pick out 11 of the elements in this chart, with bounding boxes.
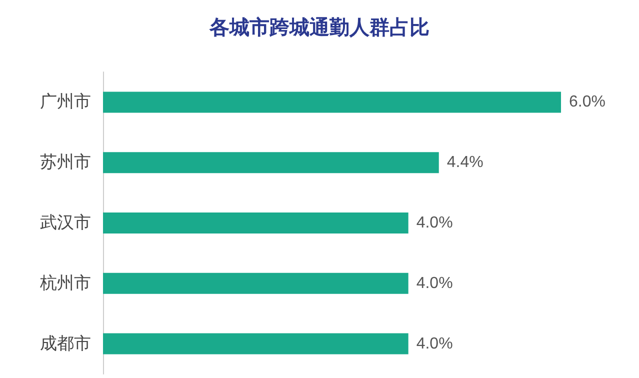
y-tick-label: 武汉市 <box>40 213 91 233</box>
y-tick-label: 广州市 <box>40 92 91 112</box>
y-tick-label: 苏州市 <box>40 152 91 173</box>
data-label: 4.0% <box>416 274 453 292</box>
data-label: 4.0% <box>416 214 453 232</box>
y-tick-label: 成都市 <box>40 334 91 354</box>
data-label: 4.0% <box>416 335 453 352</box>
chart-title: 各城市跨城通勤人群占比 <box>208 15 430 39</box>
data-label: 6.0% <box>569 94 606 111</box>
y-tick-label: 杭州市 <box>39 273 91 294</box>
data-label: 4.4% <box>446 154 484 172</box>
